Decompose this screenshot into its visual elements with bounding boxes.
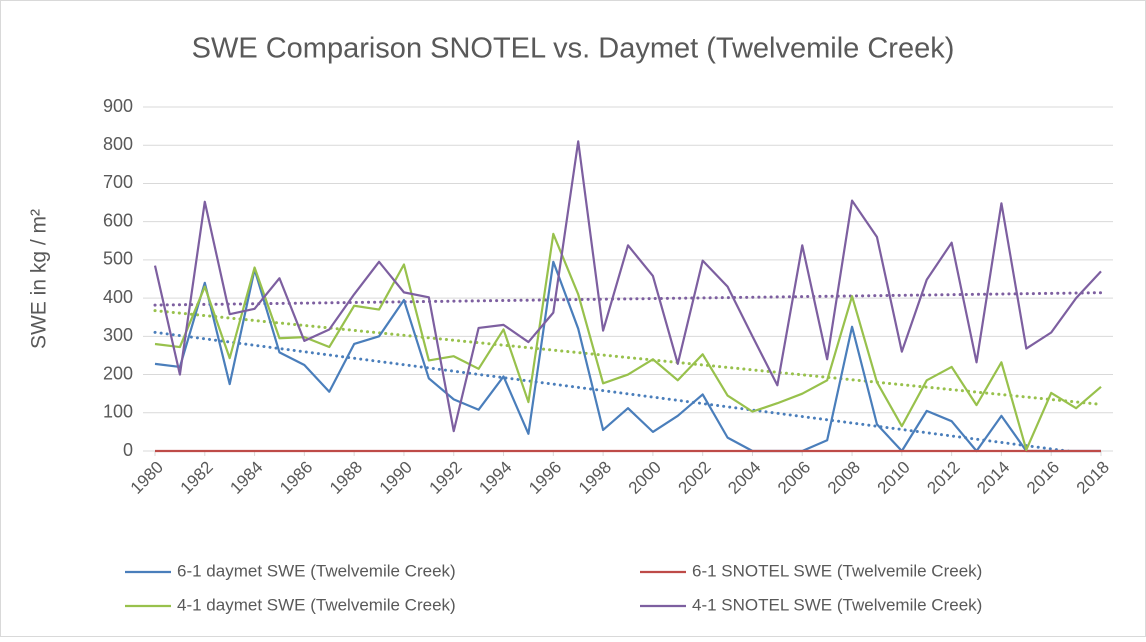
- chart-title: SWE Comparison SNOTEL vs. Daymet (Twelve…: [192, 33, 955, 65]
- y-tick-label: 900: [103, 96, 133, 116]
- y-tick-label: 100: [103, 402, 133, 422]
- y-tick-label: 400: [103, 287, 133, 307]
- series-line: [153, 140, 1102, 433]
- y-axis-label: SWE in kg / m²: [28, 209, 51, 349]
- y-tick-label: 700: [103, 172, 133, 192]
- series-line: [154, 260, 1101, 453]
- legend-label: 4-1 daymet SWE (Twelvemile Creek): [177, 595, 456, 614]
- legend-label: 6-1 daymet SWE (Twelvemile Creek): [177, 561, 456, 580]
- legend-label: 4-1 SNOTEL SWE (Twelvemile Creek): [692, 595, 982, 614]
- legend-label: 6-1 SNOTEL SWE (Twelvemile Creek): [692, 561, 982, 580]
- y-tick-label: 200: [103, 363, 133, 383]
- series-line: [154, 232, 1102, 451]
- y-tick-label: 300: [103, 325, 133, 345]
- y-tick-label: 800: [103, 134, 133, 154]
- trendline: [153, 309, 1103, 406]
- y-tick-label: 600: [103, 210, 133, 230]
- y-tick-label: 0: [123, 440, 133, 460]
- y-tick-label: 500: [103, 249, 133, 269]
- trendline: [153, 330, 1079, 451]
- trendline: [153, 291, 1103, 307]
